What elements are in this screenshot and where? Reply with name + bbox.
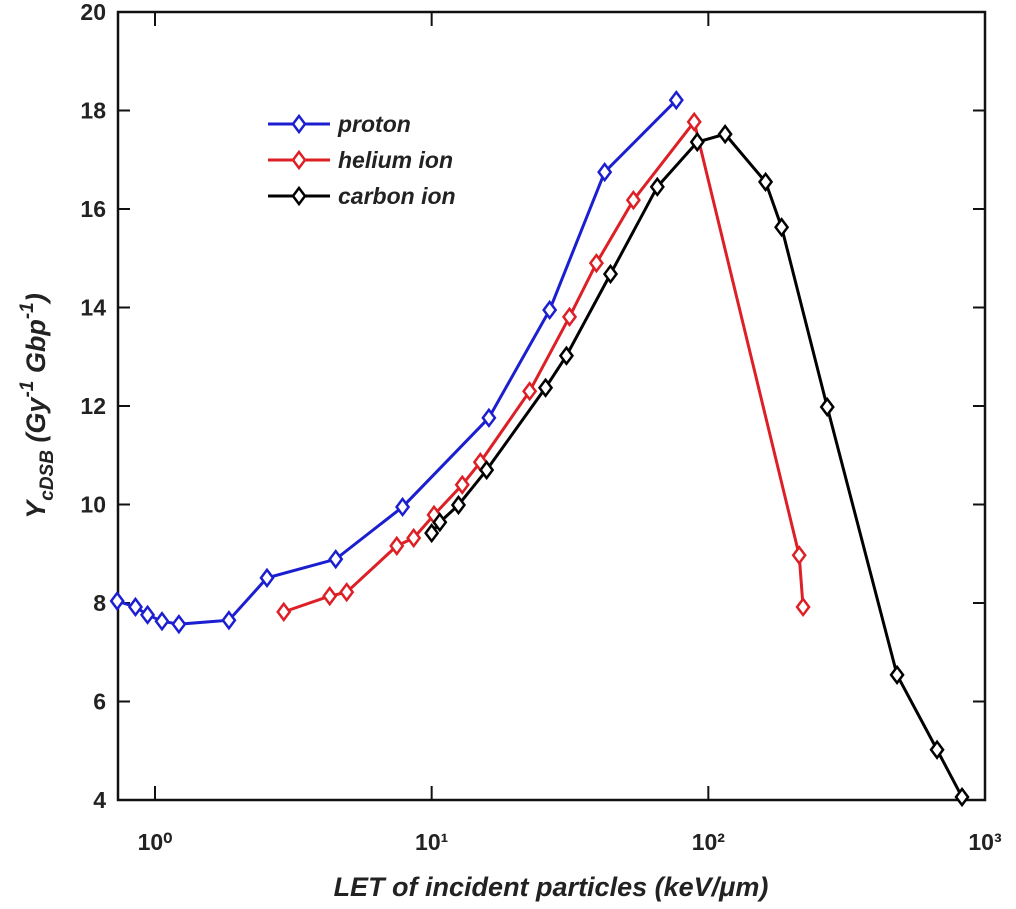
y-axis-label-part: (Gy <box>21 396 51 450</box>
y-tick-label: 20 <box>80 0 106 25</box>
data-point <box>339 582 355 603</box>
y-axis-label-part: -1 <box>17 302 38 319</box>
y-axis-label-part: Gbp <box>21 319 51 381</box>
y-tick-label: 8 <box>93 590 106 616</box>
data-point <box>454 474 470 495</box>
y-tick-label: 14 <box>80 295 106 321</box>
y-axis-label-part: -1 <box>17 381 38 398</box>
data-point <box>537 377 554 398</box>
legend-marker <box>291 149 307 171</box>
data-point <box>686 111 702 132</box>
data-point <box>954 786 970 808</box>
data-point <box>328 549 344 570</box>
data-point <box>481 407 497 428</box>
y-axis-label: YcDSB (Gy-1 Gbp-1) <box>17 293 58 519</box>
data-point <box>450 494 467 516</box>
data-point <box>389 535 405 556</box>
y-axis-label-part: cDSB <box>37 450 58 501</box>
data-point <box>522 381 538 402</box>
legend-marker <box>291 185 307 207</box>
legend-marker <box>291 113 307 135</box>
data-point <box>424 522 440 544</box>
data-point <box>154 611 170 632</box>
data-point <box>542 299 558 321</box>
x-tick-label: 10³ <box>968 829 1002 855</box>
legend-label: helium ion <box>338 147 453 173</box>
data-point <box>668 90 684 111</box>
y-tick-label: 16 <box>80 196 106 222</box>
data-point <box>395 496 411 518</box>
data-point <box>139 604 156 625</box>
data-point <box>259 567 275 588</box>
data-point <box>406 527 422 549</box>
y-tick-label: 18 <box>80 98 106 124</box>
y-axis-label-part: ) <box>21 293 51 305</box>
series-line <box>430 132 964 798</box>
data-point <box>929 739 945 760</box>
data-point <box>795 596 811 618</box>
data-point <box>649 176 665 197</box>
data-point <box>561 306 578 327</box>
data-point <box>791 545 807 566</box>
data-point <box>127 596 144 618</box>
data-point <box>774 217 790 238</box>
data-point <box>717 124 733 145</box>
y-tick-label: 10 <box>80 492 106 518</box>
data-point <box>109 590 125 612</box>
data-point <box>588 253 604 274</box>
y-tick-label: 12 <box>80 393 106 419</box>
data-point <box>479 459 495 481</box>
data-point <box>625 190 641 211</box>
y-axis-label-part: Y <box>21 498 51 519</box>
y-tick-label: 4 <box>93 787 106 813</box>
data-point <box>322 586 338 607</box>
data-point <box>819 396 835 418</box>
data-point <box>432 512 448 533</box>
x-tick-label: 10⁰ <box>138 829 173 855</box>
data-point <box>558 345 575 366</box>
legend-label: carbon ion <box>338 183 456 209</box>
data-point <box>171 614 187 635</box>
legend-label: proton <box>337 111 411 137</box>
x-tick-label: 10¹ <box>415 829 448 855</box>
data-point <box>602 263 619 285</box>
x-axis-label: LET of incident particles (keV/μm) <box>334 872 769 902</box>
data-point <box>889 664 905 685</box>
data-point <box>757 171 774 192</box>
x-tick-label: 10² <box>692 829 726 855</box>
data-point <box>221 610 237 631</box>
y-tick-label: 6 <box>93 689 106 715</box>
data-point <box>276 601 292 622</box>
data-point <box>597 161 613 183</box>
data-point <box>689 131 705 153</box>
